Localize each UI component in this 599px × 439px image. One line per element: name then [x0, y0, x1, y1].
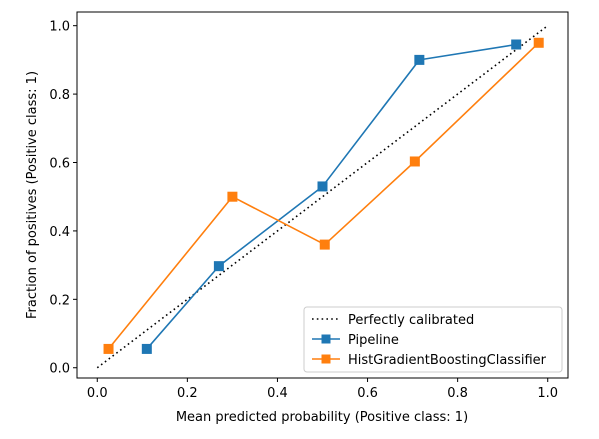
- y-tick-label: 0.4: [49, 225, 70, 240]
- legend-marker-1: [321, 334, 331, 344]
- data-point: [533, 37, 544, 48]
- data-point: [317, 181, 328, 192]
- data-point: [227, 191, 238, 202]
- y-axis: 0.0 0.2 0.4 0.6 0.8 1.0: [49, 20, 77, 377]
- x-axis: 0.0 0.2 0.4 0.6 0.8 1.0: [87, 378, 558, 401]
- data-point: [213, 261, 224, 272]
- legend: Perfectly calibrated Pipeline HistGradient…: [303, 306, 563, 373]
- data-point: [409, 156, 420, 167]
- legend-box: [303, 306, 563, 373]
- y-tick-label: 0.8: [49, 88, 70, 103]
- data-point: [511, 39, 522, 50]
- x-tick-label: 0.4: [267, 386, 288, 401]
- x-tick-label: 1.0: [537, 386, 558, 401]
- y-tick-label: 0.6: [49, 157, 70, 172]
- series-line-0: [96, 25, 549, 369]
- axes-frame: [76, 11, 569, 379]
- legend-label-0: Perfectly calibrated: [348, 313, 474, 328]
- legend-label-1: Pipeline: [348, 333, 399, 348]
- data-point: [319, 239, 330, 250]
- x-tick-label: 0.6: [357, 386, 378, 401]
- legend-marker-2: [321, 354, 331, 364]
- data-point: [414, 54, 425, 65]
- y-axis-label: Fraction of positives (Positive class: 1…: [25, 71, 40, 319]
- y-tick-label: 1.0: [49, 20, 70, 35]
- x-axis-label: Mean predicted probability (Positive cla…: [176, 410, 468, 425]
- x-tick-label: 0.0: [87, 386, 108, 401]
- y-tick-label: 0.2: [49, 293, 70, 308]
- data-point: [141, 343, 152, 354]
- plot-area: [96, 25, 549, 369]
- x-tick-label: 0.8: [447, 386, 468, 401]
- y-tick-label: 0.0: [49, 362, 70, 377]
- x-tick-label: 0.2: [177, 386, 198, 401]
- legend-label-2: HistGradientBoostingClassifier: [348, 353, 547, 368]
- data-point: [103, 343, 114, 354]
